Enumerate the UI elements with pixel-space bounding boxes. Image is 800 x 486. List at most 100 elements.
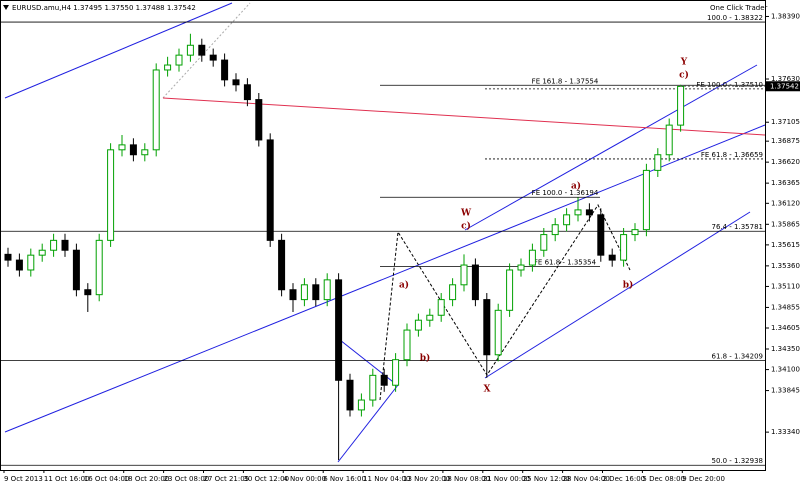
candle-body — [323, 279, 331, 301]
y-tick-label: 1.34855 — [771, 303, 800, 311]
last-price-box — [766, 81, 800, 92]
candle-body — [129, 144, 137, 156]
dotted-guide — [162, 2, 251, 99]
x-tick-label: 21 Nov 00:00 — [483, 475, 530, 483]
candle-body — [141, 149, 149, 156]
x-tick-label: 18 Nov 08:00 — [443, 475, 490, 483]
candle-body — [266, 139, 274, 241]
candle-body — [665, 124, 673, 156]
candle-body — [186, 44, 194, 56]
candle-body — [620, 234, 628, 261]
candle-body — [255, 99, 263, 141]
candle-body — [471, 264, 479, 301]
y-tick-label: 1.37630 — [771, 75, 800, 83]
candle-body — [574, 209, 582, 216]
candle-body — [4, 253, 12, 261]
x-tick-label: 9 Dec 20:00 — [682, 475, 725, 483]
fib-label: FE 100.0 - 1.36194 — [532, 189, 599, 197]
candle-body — [494, 309, 502, 356]
candle-body — [232, 79, 240, 86]
candle-body — [107, 149, 115, 241]
x-tick-label: 6 Nov 16:00 — [323, 475, 366, 483]
candle-body — [540, 234, 548, 251]
candle-body — [243, 84, 251, 101]
candle-body — [380, 374, 388, 386]
candle-body — [72, 249, 80, 291]
candle-body — [312, 284, 320, 301]
x-tick-label: 16 Oct 04:00 — [84, 475, 130, 483]
x-tick-label: 5 Dec 08:00 — [642, 475, 685, 483]
candle-body — [437, 299, 445, 316]
wave-label: b) — [623, 280, 634, 291]
candle-body — [483, 299, 491, 356]
candle-body — [27, 254, 35, 271]
y-tick-label: 1.34100 — [771, 366, 800, 374]
x-tick-label: 2 Dec 16:00 — [603, 475, 646, 483]
candle-body — [528, 249, 536, 266]
candle-body — [449, 284, 457, 301]
candle-body — [289, 289, 297, 301]
wave-label: Y — [680, 58, 688, 68]
candle-body — [654, 154, 662, 171]
channel-line — [484, 211, 751, 379]
candle-body — [563, 214, 571, 226]
y-tick-label: 1.33340 — [771, 428, 800, 436]
x-tick-label: 30 Oct 12:00 — [243, 475, 289, 483]
triangle-line — [337, 384, 399, 463]
chart-header: EURUSD.amu,H4 1.37495 1.37550 1.37488 1.… — [12, 4, 196, 12]
candle-body — [164, 64, 172, 71]
trend-line-red — [162, 97, 766, 136]
y-tick-label: 1.35615 — [771, 241, 800, 249]
candle-body — [175, 54, 183, 66]
candle-body — [198, 44, 206, 56]
candle-body — [38, 249, 46, 256]
one-click-trader[interactable]: One Click Trader — [710, 4, 768, 12]
candle-body — [61, 239, 69, 251]
candle-body — [426, 314, 434, 321]
fib-label: 61.8 - 1.34209 — [711, 353, 763, 361]
candle-body — [597, 214, 605, 256]
candle-body — [631, 229, 639, 236]
candle-body — [608, 254, 616, 261]
y-tick-label: 1.36365 — [771, 179, 800, 187]
candle-body — [300, 284, 308, 301]
channel-line — [464, 64, 758, 231]
y-tick-label: 1.35865 — [771, 220, 800, 228]
y-tick-label: 1.38390 — [771, 12, 800, 20]
y-tick-label: 1.36620 — [771, 158, 800, 166]
x-tick-label: 11 Oct 16:00 — [44, 475, 90, 483]
y-tick-label: 1.35110 — [771, 282, 800, 290]
wave-label: W — [460, 209, 472, 219]
candle-body — [152, 69, 160, 151]
candle-body — [221, 59, 229, 81]
y-tick-label: 1.36120 — [771, 199, 800, 207]
candle-body — [585, 209, 593, 216]
candle-body — [118, 144, 126, 151]
y-tick-label: 1.35360 — [771, 262, 800, 270]
y-tick-label: 1.34350 — [771, 345, 800, 353]
header-icon — [3, 5, 9, 10]
candle-body — [50, 239, 58, 251]
y-tick-label: 1.33845 — [771, 387, 800, 395]
candle-body — [209, 54, 217, 61]
y-tick-label: 1.37105 — [771, 118, 800, 126]
x-tick-label: 18 Oct 20:00 — [124, 475, 170, 483]
y-tick-label: 1.36875 — [771, 137, 800, 145]
candle-body — [460, 264, 468, 286]
x-tick-label: 23 Oct 08:00 — [164, 475, 210, 483]
wave-label: c) — [461, 221, 471, 232]
x-tick-label: 4 Nov 00:00 — [283, 475, 326, 483]
candle-body — [677, 85, 685, 126]
wave-label: c) — [679, 70, 689, 81]
x-tick-label: 9 Oct 2013 — [4, 475, 43, 483]
fib-label: FE 100.0 - 1.37510 — [696, 81, 763, 89]
candle-body — [551, 224, 559, 236]
fib-label: 100.0 - 1.38322 — [707, 14, 763, 22]
candle-body — [346, 379, 354, 411]
candle-body — [642, 169, 650, 231]
x-tick-label: 25 Nov 12:00 — [523, 475, 570, 483]
candle-body — [357, 399, 365, 411]
x-tick-label: 11 Nov 04:00 — [363, 475, 410, 483]
candle-body — [335, 279, 343, 381]
